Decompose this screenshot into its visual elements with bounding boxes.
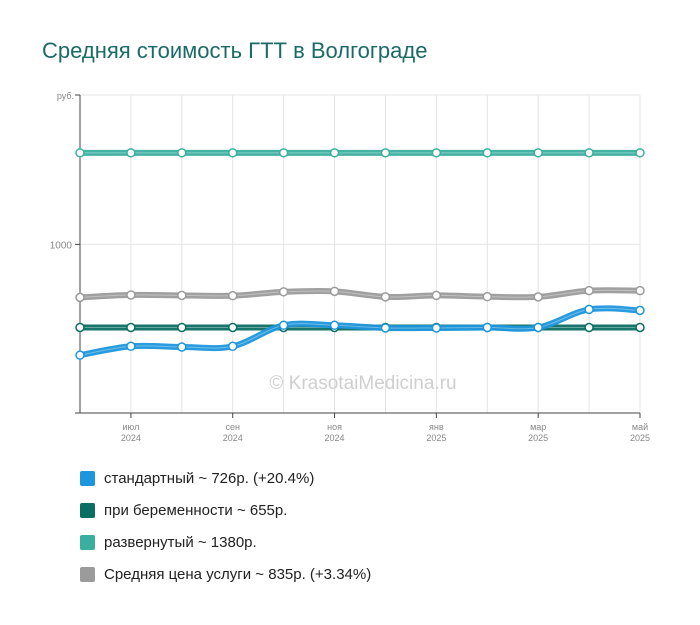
data-point — [126, 290, 136, 300]
data-point — [533, 322, 543, 333]
data-point — [380, 323, 391, 333]
x-tick-label-month: сен — [225, 422, 240, 432]
data-point — [584, 285, 594, 296]
data-point — [75, 292, 85, 303]
chart-title: Средняя стоимость ГТТ в Волгограде — [42, 38, 428, 63]
data-point — [75, 322, 85, 333]
data-point — [482, 322, 493, 333]
legend-swatch — [80, 534, 95, 550]
data-point — [177, 322, 187, 333]
x-tick-label-month: мар — [530, 422, 546, 432]
data-point — [431, 290, 442, 301]
data-point — [126, 322, 136, 333]
legend-item-pregnancy[interactable]: при беременности ~ 655р. — [80, 494, 371, 526]
x-tick-label-year: 2024 — [121, 433, 141, 443]
data-point — [533, 148, 543, 158]
watermark-text: © KrasotaiMedicina.ru — [269, 373, 456, 394]
legend-label: стандартный ~ 726р. (+20.4%) — [104, 469, 315, 487]
data-point — [584, 304, 594, 315]
data-point — [533, 292, 543, 302]
x-tick-label-month: май — [632, 422, 648, 432]
data-point — [227, 148, 238, 158]
data-point — [227, 322, 238, 333]
data-point — [329, 286, 340, 297]
x-tick-label-year: 2024 — [223, 433, 243, 443]
legend-swatch — [80, 566, 95, 582]
legend-label: Средняя цена услуги ~ 835р. (+3.34%) — [104, 565, 372, 583]
data-point — [380, 292, 391, 302]
data-point — [126, 341, 136, 352]
legend-item-extended[interactable]: развернутый ~ 1380р. — [80, 526, 371, 558]
y-tick-label: 1000 — [50, 240, 73, 251]
y-axis-unit-label: руб. — [57, 91, 74, 101]
legend: стандартный ~ 726р. (+20.4%) при беремен… — [80, 462, 371, 590]
data-point — [635, 322, 645, 333]
data-point — [278, 287, 289, 297]
data-point — [431, 148, 442, 158]
data-point — [177, 290, 187, 301]
legend-item-average[interactable]: Средняя цена услуги ~ 835р. (+3.34%) — [80, 558, 371, 590]
legend-label: при беременности ~ 655р. — [104, 501, 288, 519]
data-point — [482, 148, 493, 158]
data-point — [329, 148, 340, 158]
x-tick-label-month: ноя — [327, 422, 342, 432]
data-point — [635, 305, 645, 316]
x-tick-label-month: янв — [429, 422, 444, 432]
x-tick-label-year: 2024 — [325, 433, 345, 443]
series-стандартный-line — [77, 305, 643, 359]
data-point — [177, 148, 187, 158]
data-point — [177, 342, 187, 352]
data-point — [126, 148, 136, 158]
x-tick-label-year: 2025 — [528, 433, 548, 443]
data-point — [329, 320, 340, 331]
data-point — [75, 350, 85, 360]
data-point — [584, 322, 594, 333]
data-point — [380, 148, 391, 158]
data-point — [227, 290, 238, 301]
legend-swatch — [80, 470, 95, 486]
data-point — [278, 148, 289, 158]
legend-label: развернутый ~ 1380р. — [104, 533, 257, 551]
data-point — [635, 285, 645, 296]
data-point — [482, 291, 493, 302]
x-tick-label-year: 2025 — [426, 433, 446, 443]
x-tick-label-month: июл — [122, 422, 139, 432]
data-point — [75, 148, 85, 158]
x-tick-label-year: 2025 — [630, 433, 650, 443]
legend-item-standard[interactable]: стандартный ~ 726р. (+20.4%) — [80, 462, 371, 494]
legend-swatch — [80, 502, 95, 518]
data-point — [278, 320, 289, 331]
data-point — [635, 148, 645, 158]
data-point — [227, 341, 238, 352]
data-point — [584, 148, 594, 158]
data-point — [431, 323, 442, 333]
